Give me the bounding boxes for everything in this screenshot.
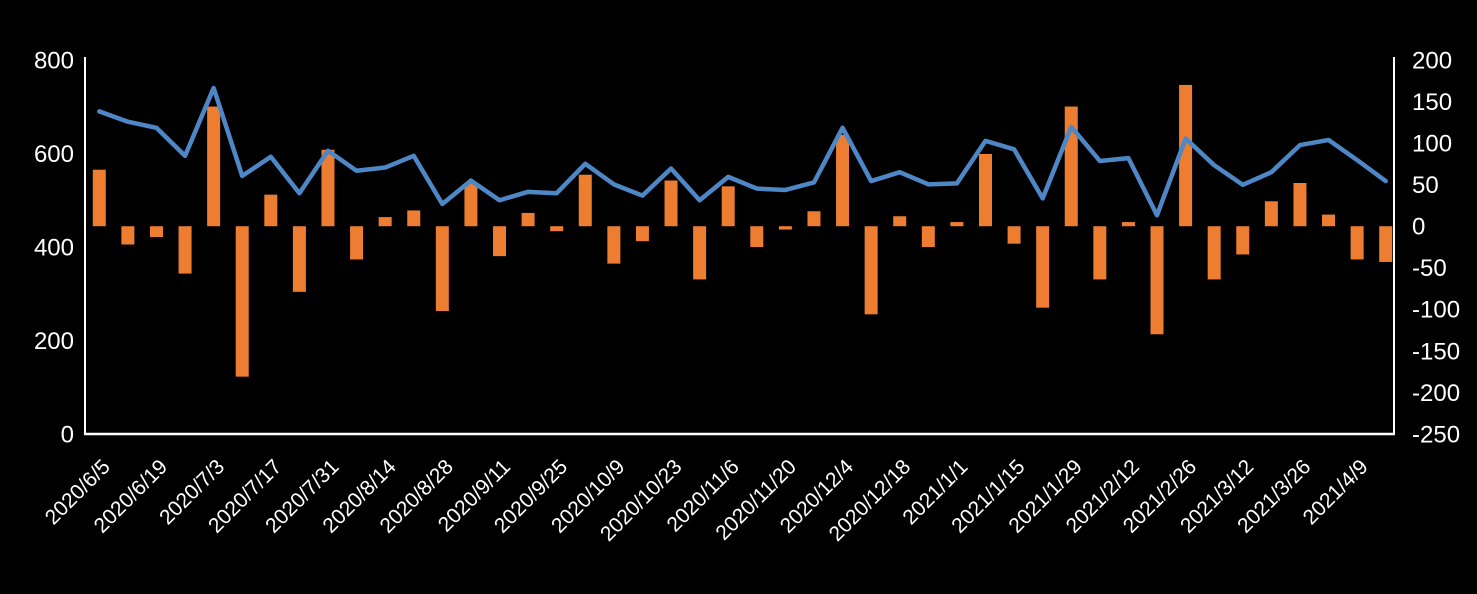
bar	[121, 226, 135, 245]
bar	[721, 186, 735, 227]
bar	[1007, 226, 1021, 244]
bar-series	[92, 84, 1393, 377]
bar	[235, 226, 249, 377]
bar	[1379, 226, 1393, 262]
bar	[493, 226, 507, 257]
bar	[578, 174, 592, 227]
line-series	[97, 85, 1388, 218]
bar	[292, 226, 306, 292]
bar	[807, 211, 821, 227]
bar	[978, 153, 992, 227]
bar	[350, 226, 364, 260]
bar	[1121, 222, 1135, 227]
bar	[921, 226, 935, 247]
line-path	[97, 85, 1388, 218]
bar	[435, 226, 449, 311]
bar	[1264, 201, 1278, 227]
y-axis-right-tick-label: -50	[1412, 255, 1447, 282]
bar	[264, 194, 278, 227]
bar	[464, 183, 478, 227]
bar	[864, 226, 878, 315]
y-axis-left-tick-label: 200	[34, 328, 74, 355]
bar	[378, 217, 392, 227]
bar	[836, 134, 850, 227]
bar	[1207, 226, 1221, 280]
y-axis-right-tick-label: 150	[1412, 89, 1452, 116]
bar	[407, 210, 421, 227]
bar	[607, 226, 621, 264]
bar	[1064, 106, 1078, 227]
bar	[321, 149, 335, 227]
bar	[207, 106, 221, 227]
bar	[550, 226, 564, 232]
bar	[1322, 214, 1336, 227]
y-axis-left: 800 600 400 200 0	[34, 47, 86, 448]
bar	[1293, 183, 1307, 227]
y-axis-right-tick-label: 0	[1412, 214, 1425, 241]
y-axis-left-tick-label: 400	[34, 234, 74, 261]
y-axis-right-tick-label: -100	[1412, 297, 1460, 324]
y-axis-right-tick-label: -150	[1412, 338, 1460, 365]
bar	[693, 226, 707, 280]
y-axis-right: 200 150 100 50 0 -50 -100 -150 -200 -250	[1393, 47, 1460, 448]
y-axis-right-tick-label: 200	[1412, 47, 1452, 74]
y-axis-left-tick-label: 0	[61, 421, 74, 448]
y-axis-right-tick-label: 100	[1412, 131, 1452, 158]
y-axis-right-tick-label: -250	[1412, 421, 1460, 448]
bar	[664, 180, 678, 227]
bar	[893, 216, 907, 227]
bar	[1236, 226, 1250, 255]
x-axis: 2020/6/52020/6/192020/7/32020/7/172020/7…	[41, 432, 1395, 546]
y-axis-right-tick-label: 50	[1412, 172, 1439, 199]
bar	[92, 169, 106, 227]
bar	[1093, 226, 1107, 280]
y-axis-left-tick-label: 600	[34, 141, 74, 168]
bar	[178, 226, 192, 274]
bar	[1150, 226, 1164, 335]
bar	[1036, 226, 1050, 308]
bar	[149, 226, 163, 238]
y-axis-left-tick-label: 800	[34, 47, 74, 74]
bar	[521, 212, 535, 227]
bar	[778, 226, 792, 230]
bar	[1350, 226, 1364, 260]
bar	[950, 222, 964, 227]
bar	[750, 226, 764, 247]
bar	[635, 226, 649, 242]
y-axis-right-tick-label: -200	[1412, 380, 1460, 407]
bar	[1179, 84, 1193, 227]
